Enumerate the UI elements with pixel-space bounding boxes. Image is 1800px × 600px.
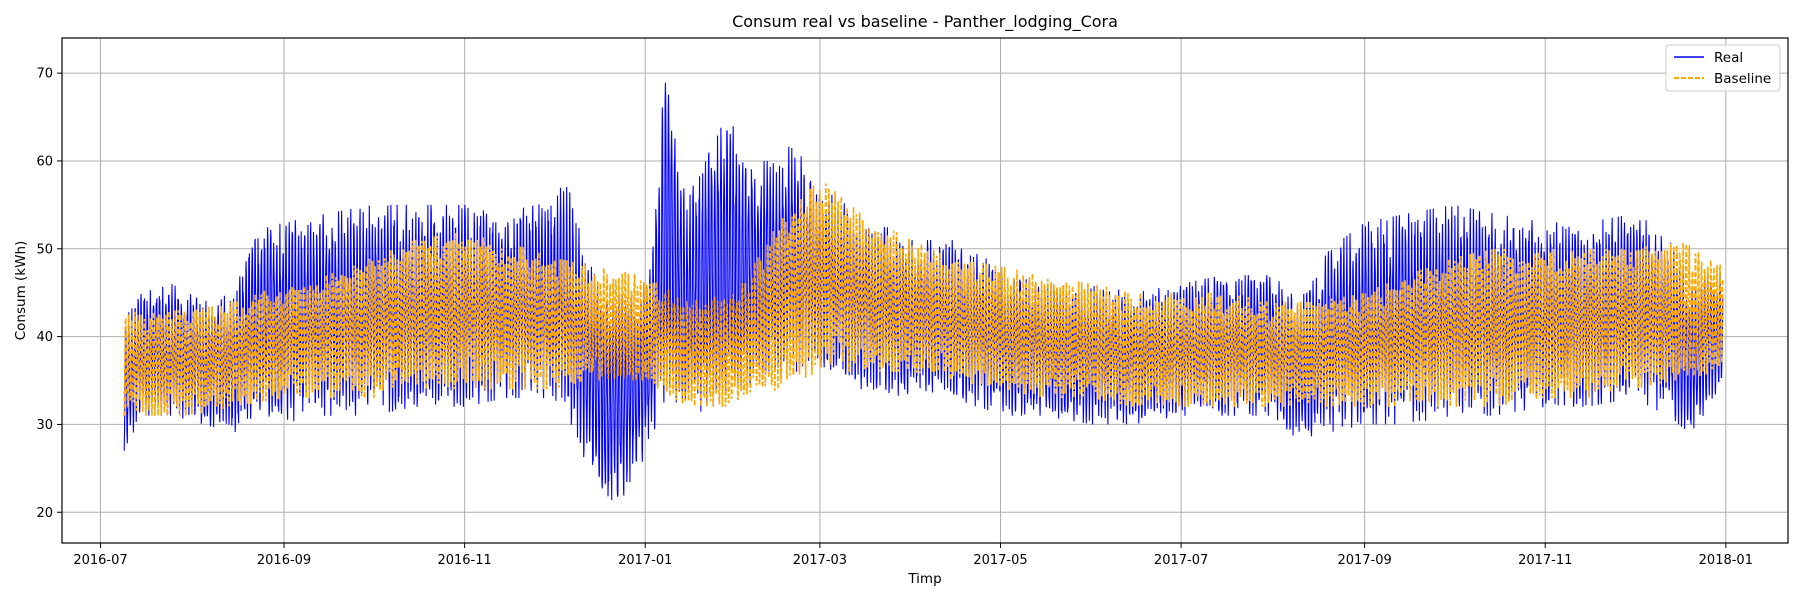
legend: Real Baseline (1665, 44, 1781, 92)
legend-label-baseline: Baseline (1714, 71, 1771, 87)
x-tick-label: 2016-07 (73, 553, 127, 568)
x-tick-label: 2017-05 (973, 553, 1027, 568)
y-axis: 20 30 40 50 60 70 (36, 67, 62, 521)
y-tick-label: 50 (36, 242, 53, 257)
x-axis: 2016-07 2016-09 2016-11 2017-01 2017-03 2017-… (73, 543, 1753, 568)
y-axis-title: Consum (kWh) (13, 241, 29, 341)
series-layer (123, 82, 1724, 501)
legend-label-real: Real (1714, 50, 1743, 66)
x-tick-label: 2017-09 (1337, 553, 1391, 568)
y-tick-label: 40 (36, 330, 53, 345)
y-tick-label: 60 (36, 154, 53, 169)
x-tick-label: 2016-09 (257, 553, 311, 568)
y-tick-label: 30 (36, 418, 53, 433)
x-tick-label: 2018-01 (1699, 553, 1753, 568)
x-tick-label: 2016-11 (437, 553, 491, 568)
x-tick-label: 2017-03 (793, 553, 847, 568)
y-tick-label: 20 (36, 506, 53, 521)
x-axis-title: Timp (907, 571, 941, 587)
plot-frame (61, 37, 1789, 544)
y-tick-label: 70 (36, 67, 53, 82)
x-tick-label: 2017-01 (618, 553, 672, 568)
x-tick-label: 2017-11 (1518, 553, 1572, 568)
chart-title: Consum real vs baseline - Panther_lodgin… (732, 12, 1118, 32)
series-baseline-line (123, 183, 1724, 416)
x-tick-label: 2017-07 (1154, 553, 1208, 568)
